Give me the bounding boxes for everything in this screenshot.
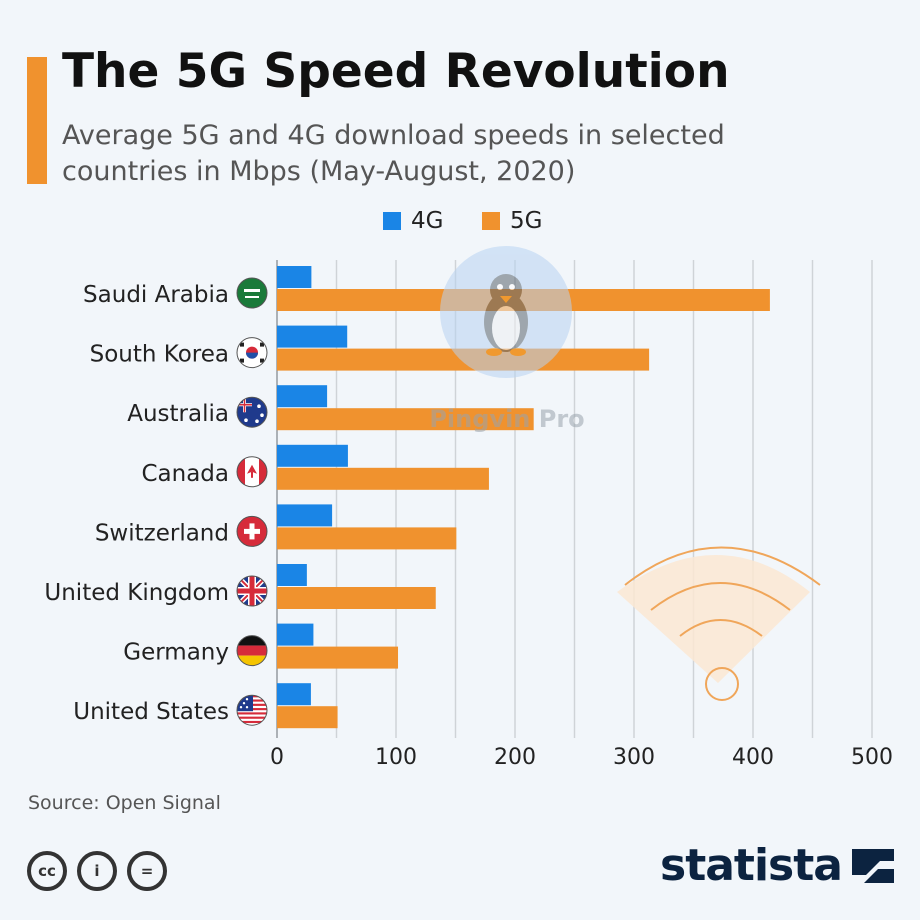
legend-label-4g: 4G	[411, 208, 444, 234]
no-derivatives-icon: =	[127, 851, 167, 891]
page-title: The 5G Speed Revolution	[62, 44, 730, 99]
bar-5g-canada	[277, 467, 489, 490]
x-tick-label: 500	[851, 745, 893, 770]
bar-4g-united-kingdom	[277, 564, 307, 586]
statista-logo-icon	[851, 848, 894, 883]
source-note: Source: Open Signal	[28, 792, 221, 814]
flag-switzerland-icon	[236, 515, 268, 547]
penguin-icon	[484, 274, 528, 356]
flag-australia-icon	[236, 396, 268, 428]
x-tick-label: 400	[732, 745, 774, 770]
legend-item-5g: 5G	[482, 208, 542, 234]
category-label: Switzerland	[95, 520, 229, 546]
category-label: Saudi Arabia	[83, 282, 229, 308]
flag-canada-icon	[236, 456, 268, 488]
x-tick-label: 200	[494, 745, 536, 770]
x-tick-label: 300	[613, 745, 655, 770]
category-labels: Saudi Arabia South Korea Australia Canada Sw…	[44, 282, 229, 725]
x-tick-label: 100	[375, 745, 417, 770]
flags	[236, 277, 268, 726]
bar-5g-united-states	[277, 706, 338, 729]
flag-saudi-arabia-icon	[236, 277, 268, 309]
bar-5g-germany	[277, 646, 399, 669]
statista-logo-text: statista	[660, 840, 843, 891]
flag-south-korea-icon	[236, 337, 268, 369]
legend: 4G 5G	[0, 208, 920, 240]
category-label: Germany	[123, 640, 229, 666]
flag-united-states-icon	[236, 694, 268, 726]
flag-germany-icon	[236, 635, 268, 667]
wifi-signal-icon	[617, 546, 821, 701]
bar-5g-switzerland	[277, 527, 457, 550]
bar-4g-south-korea	[277, 325, 348, 348]
bar-4g-saudi-arabia	[277, 266, 312, 288]
bar-4g-united-states	[277, 683, 311, 706]
bar-5g-united-kingdom	[277, 587, 436, 609]
category-label: United States	[73, 699, 229, 725]
bar-4g-switzerland	[277, 504, 333, 527]
legend-swatch-4g	[383, 212, 401, 230]
brand: statista	[660, 840, 896, 891]
bar-chart: Saudi Arabia South Korea Australia Canada Sw…	[44, 246, 893, 770]
attribution-icon: i	[77, 851, 117, 891]
category-label: Canada	[141, 461, 229, 487]
flag-united-kingdom-icon	[236, 575, 268, 607]
creative-commons-icon: cc	[27, 851, 67, 891]
bar-4g-canada	[277, 444, 348, 467]
license-icons: cc i =	[27, 851, 167, 891]
legend-swatch-5g	[482, 212, 500, 230]
bar-4g-australia	[277, 385, 328, 408]
category-label: South Korea	[90, 342, 229, 368]
page-subtitle: Average 5G and 4G download speeds in sel…	[62, 120, 725, 187]
accent-bar	[27, 57, 47, 184]
legend-item-4g: 4G	[383, 208, 443, 234]
bar-4g-germany	[277, 623, 314, 646]
x-axis-tick-labels: 0 100 200 300 400 500	[270, 745, 893, 770]
watermark: Pingvin Pro	[429, 246, 585, 433]
legend-label-5g: 5G	[510, 208, 543, 234]
category-label: Australia	[127, 401, 229, 427]
category-label: United Kingdom	[44, 580, 229, 606]
x-tick-label: 0	[270, 745, 284, 770]
bar-5g-australia	[277, 408, 534, 431]
watermark-text: Pingvin Pro	[429, 405, 584, 433]
